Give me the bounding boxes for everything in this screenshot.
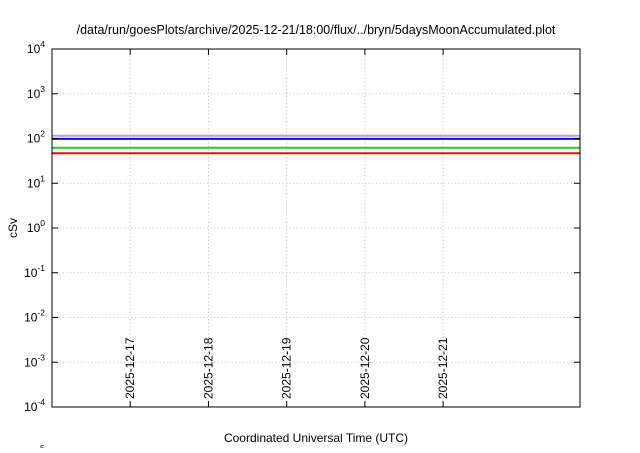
chart-title: /data/run/goesPlots/archive/2025-12-21/1… bbox=[77, 23, 556, 37]
y-tick-label: 103 bbox=[27, 84, 45, 101]
y-tick-label: 10-4 bbox=[24, 397, 45, 414]
y-tick-label: 101 bbox=[27, 173, 45, 190]
x-tick-label: 2025-12-17 bbox=[123, 337, 137, 399]
x-tick-label: 2025-12-19 bbox=[280, 337, 294, 399]
series-layer bbox=[52, 134, 580, 155]
axis-ticks bbox=[52, 48, 580, 408]
x-tick-label: 2025-12-21 bbox=[436, 337, 450, 399]
x-tick-label: 2025-12-20 bbox=[358, 337, 372, 399]
y-tick-label: 104 bbox=[27, 39, 45, 56]
x-tick-label: 2025-12-18 bbox=[201, 337, 215, 399]
y-tick-label: 102 bbox=[27, 129, 45, 146]
y-tick-label: 100 bbox=[27, 218, 45, 235]
y-tick-label: 10-2 bbox=[24, 308, 45, 325]
y-tick-label: 10-1 bbox=[24, 263, 45, 280]
y-tick-label: 10-3 bbox=[24, 352, 45, 369]
y-axis-label: cSv bbox=[6, 218, 20, 238]
x-tick-labels: 2025-12-17 2025-12-18 2025-12-19 2025-12-20… bbox=[123, 337, 450, 399]
cutoff-exponent-label: 5 bbox=[40, 443, 45, 448]
x-axis-label: Coordinated Universal Time (UTC) bbox=[224, 431, 408, 445]
y-tick-labels: 104 103 102 101 100 10-1 10-2 10-3 10-4 bbox=[24, 39, 45, 414]
